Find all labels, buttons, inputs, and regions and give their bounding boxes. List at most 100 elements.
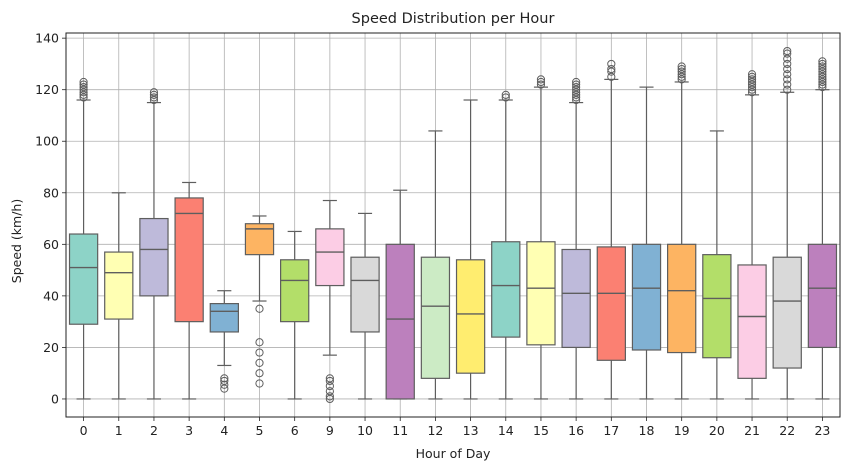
box-hour-22	[772, 46, 802, 400]
box-hour-9	[315, 199, 345, 404]
outlier-point	[783, 80, 792, 89]
box-hour-3	[174, 181, 204, 400]
outlier-point	[572, 83, 581, 92]
outlier-point	[607, 64, 616, 74]
x-tick-label: 6	[291, 423, 299, 438]
x-tick-label: 3	[185, 423, 193, 438]
outlier-point	[220, 380, 229, 389]
outlier-point	[79, 85, 88, 94]
outlier-point	[783, 70, 792, 79]
outlier-point	[607, 72, 616, 81]
iqr-box	[209, 303, 239, 333]
outlier-point	[149, 90, 159, 99]
outlier-point	[747, 70, 757, 79]
x-tick-label: 16	[568, 423, 584, 438]
outlier-point	[325, 392, 334, 401]
outlier-point	[501, 90, 510, 99]
x-tick-label: 4	[220, 423, 228, 438]
box-hour-19	[667, 62, 697, 400]
outlier-point	[818, 67, 827, 76]
outlier-point	[572, 77, 581, 87]
box-hour-21	[737, 70, 767, 400]
x-tick-label: 2	[150, 423, 158, 438]
outlier-point	[149, 95, 159, 105]
iqr-box	[561, 248, 591, 349]
box-hour-20	[702, 130, 732, 400]
y-tick-label: 60	[43, 237, 59, 252]
outlier-point	[572, 88, 581, 97]
outlier-point	[255, 379, 264, 388]
chart-title: Speed Distribution per Hour	[352, 11, 555, 27]
plot-frame	[65, 32, 841, 418]
box-hour-1	[104, 192, 134, 400]
x-tick-label: 13	[463, 423, 479, 438]
box-hour-16	[561, 77, 591, 400]
iqr-box	[455, 259, 486, 374]
outlier-point	[747, 77, 757, 87]
box-hour-0	[68, 77, 99, 400]
box-hour-18	[631, 86, 662, 400]
outlier-point	[255, 304, 264, 313]
outlier-point	[783, 75, 792, 84]
outlier-point	[677, 75, 686, 84]
box-hour-13	[455, 99, 486, 400]
iqr-box	[631, 243, 662, 351]
outlier-point	[79, 83, 88, 92]
outlier-point	[783, 54, 792, 63]
outlier-point	[79, 88, 88, 97]
outlier-point	[677, 62, 686, 71]
outlier-point	[783, 59, 792, 69]
iqr-box	[491, 241, 521, 338]
iqr-box	[385, 243, 415, 400]
iqr-box	[315, 228, 345, 287]
x-tick-label: 11	[392, 423, 408, 438]
outlier-point	[325, 374, 334, 383]
outlier-point	[783, 49, 792, 58]
x-axis-label: Hour of Day	[416, 446, 491, 461]
y-tick-label: 80	[43, 185, 59, 200]
box-hour-2	[139, 88, 169, 400]
outlier-point	[747, 85, 757, 94]
outlier-point	[79, 77, 88, 87]
outlier-point	[747, 80, 757, 89]
outlier-point	[572, 80, 581, 89]
outlier-point	[572, 90, 581, 99]
outlier-point	[783, 64, 792, 74]
y-tick-label: 100	[35, 134, 59, 149]
outlier-point	[607, 59, 616, 69]
box-hour-23	[807, 57, 838, 400]
iqr-box	[596, 246, 626, 361]
outlier-point	[325, 387, 334, 396]
iqr-box	[139, 217, 169, 297]
x-tick-label: 5	[256, 423, 264, 438]
x-tick-label: 17	[603, 423, 619, 438]
outlier-point	[536, 80, 546, 89]
outlier-point	[818, 80, 827, 89]
x-tick-label: 21	[744, 423, 760, 438]
box-hour-5	[244, 215, 275, 388]
y-tick-label: 40	[43, 288, 59, 303]
iqr-box	[174, 197, 204, 323]
y-tick-label: 140	[35, 31, 59, 46]
x-tick-label: 18	[639, 423, 655, 438]
outlier-point	[220, 374, 229, 383]
iqr-box	[68, 233, 99, 325]
x-tick-label: 9	[326, 423, 334, 438]
box-hour-15	[526, 75, 556, 400]
iqr-box	[702, 254, 732, 359]
y-tick-label: 20	[43, 340, 59, 355]
y-tick-label: 120	[35, 82, 59, 97]
iqr-box	[772, 256, 802, 369]
outlier-point	[783, 85, 792, 94]
outlier-point	[818, 59, 827, 69]
outlier-point	[79, 90, 88, 99]
outlier-point	[747, 83, 757, 92]
outlier-point	[818, 83, 827, 92]
outlier-point	[220, 384, 229, 393]
box-hour-10	[350, 212, 380, 400]
outlier-point	[572, 95, 581, 105]
iqr-box	[526, 241, 556, 346]
box-hour-14	[491, 90, 521, 400]
outlier-point	[677, 70, 686, 79]
